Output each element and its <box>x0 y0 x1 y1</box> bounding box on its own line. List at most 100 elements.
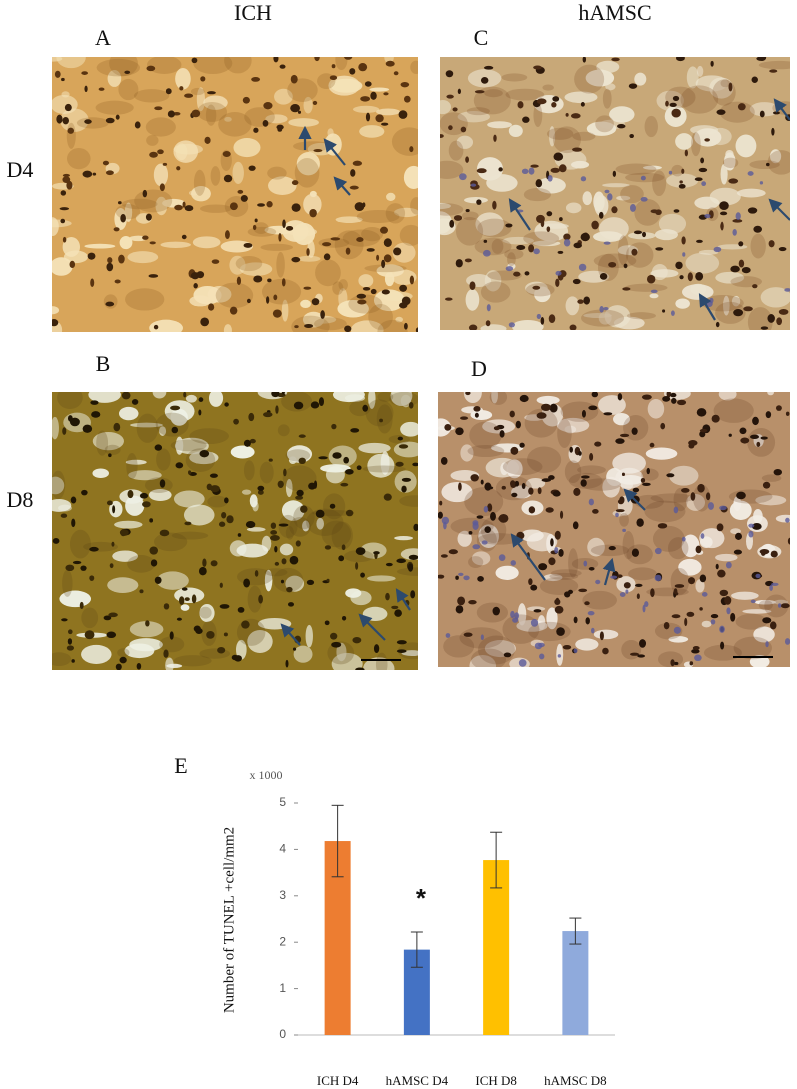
cell-nucleus <box>698 167 708 173</box>
cell-nucleus <box>621 472 625 477</box>
cell-nucleus <box>381 122 389 126</box>
tissue-shade <box>720 79 730 88</box>
tissue-shade <box>52 470 66 500</box>
cell-nucleus <box>681 168 685 174</box>
tissue-shade <box>294 157 320 188</box>
cell-nucleus <box>113 422 121 432</box>
tissue-void <box>536 177 566 194</box>
cell-nucleus <box>153 324 159 330</box>
cell-nucleus <box>751 76 758 83</box>
cell-nucleus <box>312 100 318 106</box>
tissue-shade <box>343 550 374 563</box>
cell-nucleus <box>732 219 743 223</box>
cell-nucleus <box>225 230 230 240</box>
tissue-shade <box>568 548 579 578</box>
cell-nucleus <box>59 207 70 211</box>
tissue-shade <box>331 521 353 550</box>
tissue-shade <box>285 526 294 540</box>
tissue-shade <box>703 644 742 661</box>
cell-nucleus <box>343 456 350 464</box>
tissue-void <box>52 499 72 512</box>
tissue-void <box>236 543 269 558</box>
tissue-void <box>175 143 188 161</box>
cell-nucleus <box>209 473 218 478</box>
tissue-void <box>613 412 630 426</box>
cell-nucleus <box>163 603 170 610</box>
cell-nucleus <box>257 203 266 207</box>
cell-nucleus <box>519 442 525 448</box>
cell-nucleus <box>229 202 238 211</box>
cell-nucleus <box>295 495 304 500</box>
cell-nucleus <box>776 317 783 326</box>
cell-nucleus <box>670 659 675 667</box>
cell-nucleus <box>477 576 484 582</box>
cell-nucleus <box>505 223 513 228</box>
tissue-shade <box>750 233 766 259</box>
tissue-shade <box>505 88 545 101</box>
tissue-shade <box>52 652 72 666</box>
cell-nucleus-blue <box>650 289 658 294</box>
cell-nucleus <box>741 266 751 274</box>
tissue-void <box>642 165 662 170</box>
column-label: ICH <box>234 0 272 25</box>
tissue-void <box>223 324 232 332</box>
cell-nucleus <box>623 582 631 589</box>
cell-nucleus <box>112 505 116 514</box>
cell-nucleus <box>532 285 541 290</box>
cell-nucleus <box>524 271 530 276</box>
cell-nucleus <box>89 546 99 552</box>
cell-nucleus <box>330 632 338 640</box>
cell-nucleus <box>70 496 77 504</box>
cell-nucleus <box>380 226 388 234</box>
cell-nucleus <box>237 607 245 613</box>
tissue-shade <box>680 85 719 114</box>
cell-nucleus <box>366 248 375 252</box>
y-tick-label: 2 <box>279 934 286 948</box>
cell-nucleus <box>170 405 181 411</box>
cell-nucleus <box>323 253 331 261</box>
tissue-void <box>300 299 312 309</box>
cell-nucleus <box>770 550 778 558</box>
row-label: D4 <box>7 157 34 182</box>
tissue-void <box>666 173 699 188</box>
tissue-shade <box>57 392 83 410</box>
tissue-void <box>303 193 322 216</box>
cell-nucleus <box>340 482 349 487</box>
tissue-shade <box>66 122 76 149</box>
cell-nucleus <box>171 426 179 434</box>
tissue-shade <box>443 635 475 658</box>
cell-nucleus <box>773 468 782 476</box>
cell-nucleus <box>662 309 666 313</box>
cell-nucleus <box>769 69 778 73</box>
tissue-shade <box>247 585 263 613</box>
cell-nucleus <box>480 479 484 485</box>
tissue-shade <box>581 478 621 491</box>
tissue-void <box>686 66 699 89</box>
tissue-shade <box>200 204 232 213</box>
tissue-void <box>694 196 720 210</box>
cell-nucleus-blue <box>533 248 540 255</box>
cell-nucleus <box>291 256 301 263</box>
cell-nucleus <box>245 520 256 529</box>
cell-nucleus <box>314 57 320 62</box>
tissue-void <box>403 165 418 190</box>
y-tick-label: 0 <box>279 1027 286 1041</box>
cell-nucleus <box>224 497 229 504</box>
cell-nucleus <box>222 151 231 157</box>
cell-nucleus <box>453 215 463 221</box>
tissue-void <box>88 392 121 403</box>
cell-nucleus <box>162 162 168 166</box>
cell-nucleus <box>395 461 404 467</box>
tissue-shade <box>450 517 494 535</box>
cell-nucleus <box>184 93 194 98</box>
cell-nucleus <box>513 271 521 277</box>
cell-nucleus-blue <box>681 536 686 542</box>
cell-nucleus-blue <box>704 213 711 219</box>
cell-nucleus <box>241 620 250 629</box>
x-tick-label: ICH D8 <box>475 1073 517 1088</box>
tissue-shade <box>154 532 188 552</box>
cell-nucleus <box>669 102 677 108</box>
tissue-void <box>736 188 766 198</box>
cell-nucleus <box>541 478 551 482</box>
cell-nucleus <box>642 231 647 238</box>
